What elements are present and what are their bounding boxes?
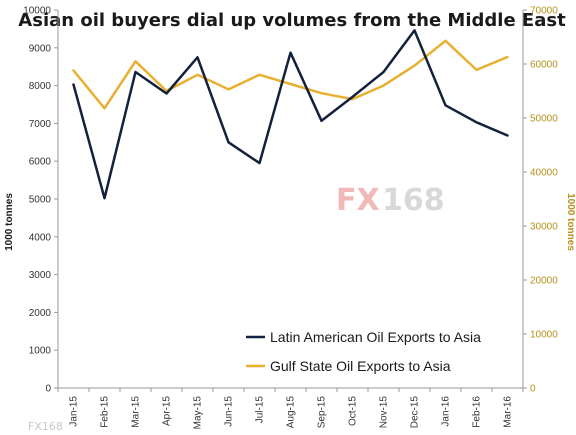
- x-tick-label: Jul-15: [255, 396, 266, 424]
- x-axis-ticks: Jan-15 Feb-15 Mar-15 Apr-15 May-15 Jun-15 Jul-…: [57, 388, 524, 430]
- right-tick-label: 50000: [530, 114, 558, 125]
- left-tick-label: 9000: [29, 43, 52, 54]
- watermark: FX 168 FX168: [28, 183, 445, 433]
- right-tick-label: 30000: [530, 222, 558, 233]
- x-tick-label: Mar-15: [131, 396, 142, 428]
- x-tick-label: May-15: [193, 396, 204, 430]
- x-tick-label: Jan-16: [441, 396, 452, 427]
- legend: Latin American Oil Exports to Asia Gulf …: [246, 329, 481, 374]
- left-tick-label: 0: [45, 384, 51, 395]
- series-line-gulf-state: [72, 39, 509, 110]
- x-tick-label: Aug-15: [286, 396, 297, 429]
- legend-label-latin: Latin American Oil Exports to Asia: [270, 329, 481, 345]
- left-tick-label: 8000: [29, 81, 52, 92]
- left-tick-label: 4000: [29, 232, 52, 243]
- left-tick-label: 2000: [29, 308, 52, 319]
- series-line-latin-american: [72, 29, 509, 200]
- left-tick-label: 7000: [29, 119, 52, 130]
- x-tick-label: Feb-16: [472, 396, 483, 428]
- left-tick-label: 10000: [23, 6, 51, 17]
- right-tick-label: 0: [530, 384, 536, 395]
- x-tick-label: Oct-15: [348, 396, 359, 426]
- left-tick-label: 5000: [29, 195, 52, 206]
- right-axis-ticks: 0 10000 20000 30000 40000 50000 60000 70000: [523, 6, 558, 395]
- right-tick-label: 10000: [530, 330, 558, 341]
- legend-label-gulf: Gulf State Oil Exports to Asia: [270, 358, 451, 374]
- right-tick-label: 70000: [530, 6, 558, 17]
- x-tick-label: Feb-15: [100, 396, 111, 428]
- x-tick-label: Sep-15: [317, 396, 328, 429]
- x-tick-label: Jan-15: [69, 396, 80, 427]
- x-tick-label: Dec-15: [410, 396, 421, 429]
- chart-title: Asian oil buyers dial up volumes from th…: [18, 10, 566, 31]
- right-tick-label: 60000: [530, 60, 558, 71]
- left-tick-label: 3000: [29, 270, 52, 281]
- left-tick-label: 6000: [29, 157, 52, 168]
- left-axis-ticks: 0 1000 2000 3000 4000 5000 6000 7000 8000 9000 100…: [23, 6, 58, 395]
- left-axis-label: 1000 tonnes: [4, 193, 15, 251]
- left-tick-label: 1000: [29, 346, 52, 357]
- right-tick-label: 40000: [530, 168, 558, 179]
- watermark-fx: FX: [336, 183, 380, 218]
- series-layer: [72, 29, 509, 200]
- x-tick-label: Jun-15: [224, 396, 235, 427]
- right-tick-label: 20000: [530, 276, 558, 287]
- watermark-168: 168: [382, 183, 445, 218]
- x-tick-label: Apr-15: [162, 396, 173, 426]
- x-tick-label: Mar-16: [503, 396, 514, 428]
- x-tick-label: Nov-15: [379, 396, 390, 429]
- right-axis-label: 1000 tonnes: [565, 193, 576, 251]
- watermark-footer: FX168: [28, 420, 63, 433]
